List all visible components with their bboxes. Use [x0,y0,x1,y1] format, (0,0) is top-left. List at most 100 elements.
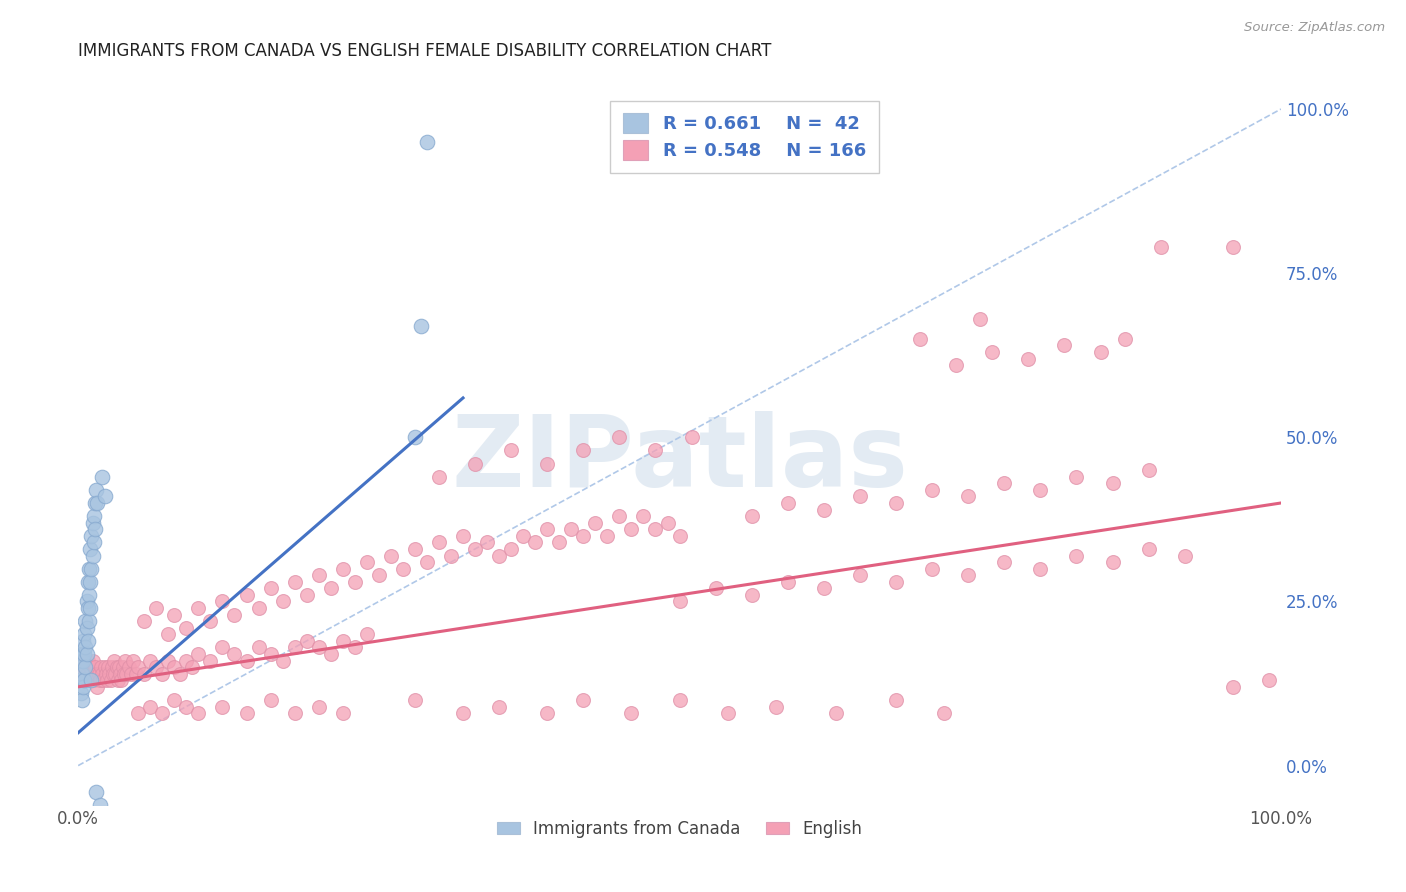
Point [416,555,439,569]
Point [82,549,104,563]
Point [704,582,727,596]
Point [211,699,233,714]
Point [77,588,100,602]
Point [308,699,330,714]
Point [82,516,104,530]
Point [76,633,98,648]
Point [427,469,450,483]
Point [91,666,114,681]
Point [319,647,342,661]
Point [1017,351,1039,366]
Point [295,633,318,648]
Point [295,588,318,602]
Point [77,561,100,575]
Point [176,699,198,714]
Point [367,568,389,582]
Point [501,443,523,458]
Point [464,541,486,556]
Point [211,594,233,608]
Point [110,673,132,688]
Point [69,686,91,700]
Point [596,529,619,543]
Point [427,535,450,549]
Point [73,673,96,688]
Point [120,666,142,681]
Point [583,516,606,530]
Point [512,529,534,543]
Point [89,797,111,812]
Point [644,443,666,458]
Point [111,660,134,674]
Point [86,496,108,510]
Point [84,483,107,497]
Point [1053,338,1076,352]
Point [72,633,94,648]
Point [87,666,110,681]
Point [620,706,643,720]
Point [176,654,198,668]
Point [884,496,907,510]
Point [134,614,156,628]
Point [76,574,98,589]
Point [98,666,121,681]
Point [1114,332,1136,346]
Point [741,509,763,524]
Point [93,660,115,674]
Point [668,594,690,608]
Point [416,135,439,149]
Point [104,666,127,681]
Text: IMMIGRANTS FROM CANADA VS ENGLISH FEMALE DISABILITY CORRELATION CHART: IMMIGRANTS FROM CANADA VS ENGLISH FEMALE… [79,42,772,60]
Point [981,345,1004,359]
Point [200,614,222,628]
Point [993,555,1015,569]
Point [76,647,98,661]
Point [235,706,257,720]
Legend: Immigrants from Canada, English: Immigrants from Canada, English [491,814,869,845]
Point [488,699,510,714]
Point [308,640,330,655]
Point [80,529,103,543]
Point [84,522,107,536]
Point [200,654,222,668]
Point [75,660,97,674]
Point [79,601,101,615]
Point [1066,549,1088,563]
Point [1101,476,1123,491]
Point [813,582,835,596]
Point [392,561,415,575]
Point [83,509,105,524]
Point [1029,483,1052,497]
Point [284,706,307,720]
Point [319,582,342,596]
Point [83,673,105,688]
Point [620,522,643,536]
Point [409,318,432,333]
Point [1222,240,1244,254]
Point [572,529,595,543]
Point [884,574,907,589]
Point [75,640,97,655]
Point [247,640,270,655]
Point [343,574,366,589]
Point [247,601,270,615]
Point [187,601,209,615]
Point [139,699,162,714]
Point [91,469,114,483]
Point [108,660,131,674]
Point [107,673,129,688]
Point [79,541,101,556]
Point [259,647,281,661]
Point [163,660,186,674]
Point [488,549,510,563]
Point [73,673,96,688]
Point [464,457,486,471]
Point [72,654,94,668]
Point [1150,240,1173,254]
Point [957,490,980,504]
Point [150,706,173,720]
Point [73,627,96,641]
Point [76,594,98,608]
Point [921,483,943,497]
Point [993,476,1015,491]
Point [84,666,107,681]
